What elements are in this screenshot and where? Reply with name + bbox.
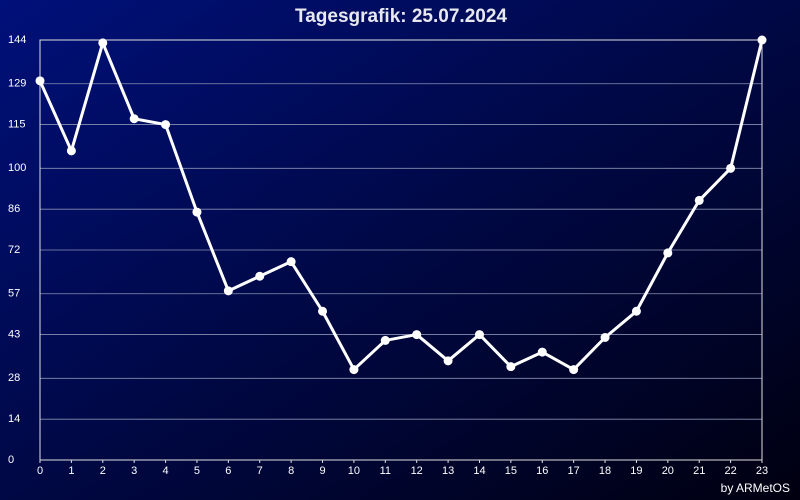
point: [98, 38, 108, 48]
y-tick-label: 72: [8, 244, 20, 256]
x-tick-label: 22: [724, 465, 736, 477]
point: [286, 257, 296, 267]
y-tick-label: 86: [8, 203, 20, 215]
y-tick-label: 28: [8, 372, 20, 384]
point: [161, 120, 171, 130]
point: [474, 330, 484, 340]
point: [380, 335, 390, 345]
x-tick-label: 6: [225, 465, 231, 477]
y-tick-label: 14: [8, 413, 20, 425]
x-tick-label: 18: [599, 465, 611, 477]
x-tick-label: 16: [536, 465, 548, 477]
x-tick-label: 9: [319, 465, 325, 477]
x-tick-label: 14: [473, 465, 485, 477]
point: [349, 365, 359, 375]
x-tick-label: 19: [630, 465, 642, 477]
footer: by ARMetOS: [721, 481, 790, 495]
x-tick-label: 2: [100, 465, 106, 477]
plot: [35, 35, 767, 375]
chart-title: Tagesgrafik: 25.07.2024: [295, 6, 507, 27]
x-tick-label: 21: [693, 465, 705, 477]
x-tick-label: 0: [37, 465, 43, 477]
x-tick-label: 5: [194, 465, 200, 477]
x-tick-label: 11: [380, 465, 391, 477]
x-tick-label: 20: [662, 465, 674, 477]
x-tick-label: 15: [505, 465, 517, 477]
x-tick-label: 3: [131, 465, 137, 477]
point: [694, 195, 704, 205]
point: [129, 114, 139, 124]
point: [631, 306, 641, 316]
x-tick-label: 23: [756, 465, 768, 477]
x-tick-label: 13: [442, 465, 454, 477]
point: [255, 271, 265, 281]
y-tick-label: 115: [8, 118, 26, 130]
x-tick-label: 7: [257, 465, 263, 477]
point: [223, 286, 233, 296]
point: [443, 356, 453, 366]
x-tick-label: 1: [68, 465, 74, 477]
y-tick-label: 100: [8, 162, 26, 174]
x-tick-label: 8: [288, 465, 294, 477]
point: [412, 330, 422, 340]
point: [663, 248, 673, 258]
x-tick-label: 10: [348, 465, 360, 477]
point: [35, 76, 45, 86]
point: [318, 306, 328, 316]
x-tick-label: 4: [163, 465, 169, 477]
y-tick-label: 144: [8, 34, 26, 46]
point: [192, 207, 202, 217]
point: [506, 362, 516, 372]
point: [757, 35, 767, 45]
point: [569, 365, 579, 375]
y-tick-label: 43: [8, 328, 20, 340]
x-tick-label: 17: [568, 465, 580, 477]
x-tick-label: 12: [411, 465, 423, 477]
y-tick-label: 129: [8, 78, 26, 90]
y-tick-label: 57: [8, 288, 20, 300]
point: [66, 146, 76, 156]
y-tick-label: 0: [8, 454, 14, 466]
line: [38, 39, 764, 372]
point: [537, 347, 547, 357]
point: [600, 333, 610, 342]
plot-border: [39, 39, 763, 461]
point: [726, 163, 736, 173]
